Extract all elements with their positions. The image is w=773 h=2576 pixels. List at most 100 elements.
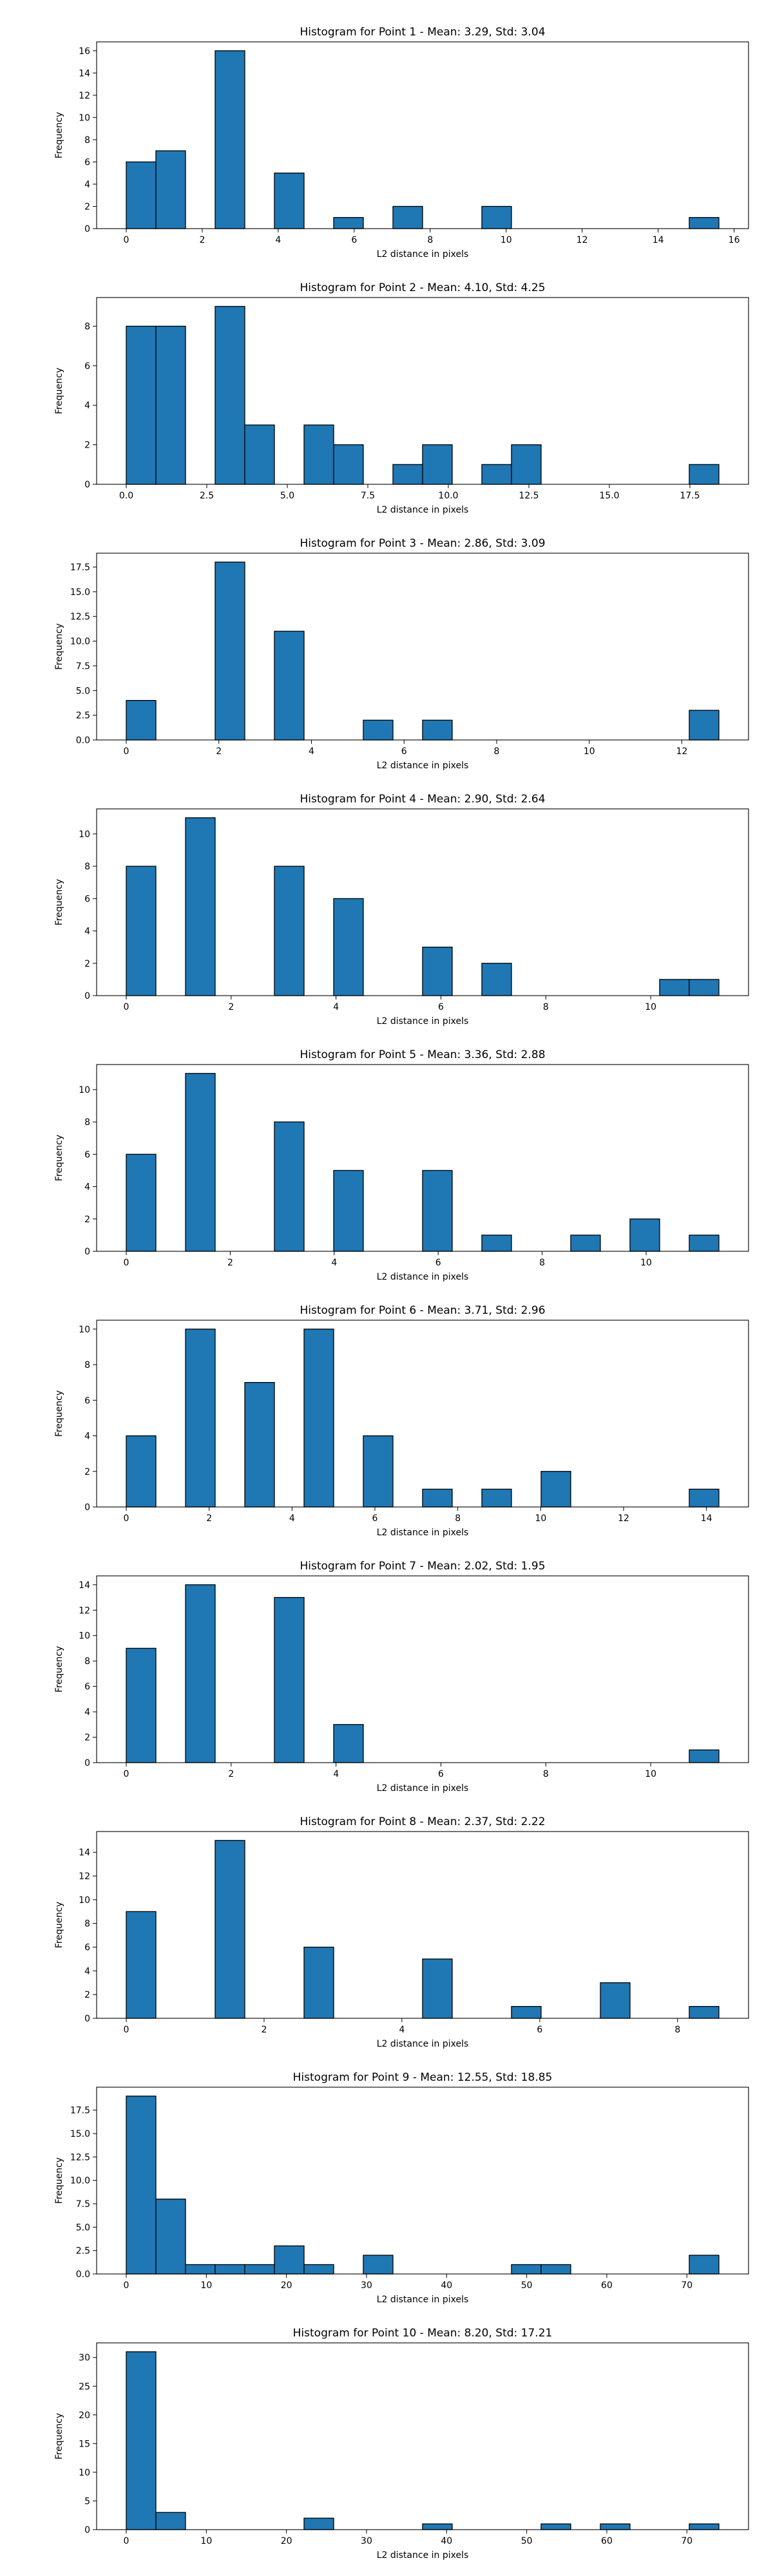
histogram-bar: [215, 2264, 245, 2275]
histogram-bar: [422, 1958, 453, 2019]
y-tick-label: 6: [84, 1943, 90, 1953]
histogram-bar: [363, 719, 394, 741]
x-tick-label: 8: [543, 1002, 549, 1012]
chart-title: Histogram for Point 2 - Mean: 4.10, Std:…: [300, 281, 545, 294]
axes-frame: [96, 2342, 749, 2530]
x-tick-label: 0: [124, 2025, 129, 2035]
y-tick-label: 0.0: [76, 735, 90, 746]
x-tick-label: 10: [645, 1769, 656, 1779]
x-tick-label: 14: [701, 1513, 712, 1524]
y-tick-label: 10.0: [70, 2176, 90, 2186]
histogram-bar: [126, 161, 157, 229]
x-tick-label: 2: [206, 1513, 212, 1524]
histogram-bar: [689, 979, 720, 996]
x-axis-label: L2 distance in pixels: [377, 2039, 469, 2049]
histogram-bar: [689, 710, 720, 741]
x-axis-label: L2 distance in pixels: [377, 1272, 469, 1282]
x-tick-label: 2: [261, 2025, 267, 2035]
x-axis-label: L2 distance in pixels: [377, 249, 469, 260]
histogram-bar: [659, 979, 690, 996]
histogram-bar: [422, 1488, 453, 1508]
x-tick-label: 15.0: [599, 491, 619, 501]
histogram-bar: [126, 2096, 157, 2275]
histogram-bar: [155, 2199, 186, 2275]
histogram-bar: [392, 205, 423, 229]
x-tick-label: 6: [351, 235, 357, 245]
histogram-bar: [333, 444, 364, 485]
y-tick-label: 10: [79, 1895, 90, 1906]
y-tick-label: 14: [79, 1580, 90, 1591]
histogram-bar: [333, 1170, 364, 1252]
y-tick-label: 4: [84, 1432, 90, 1442]
x-axis-label: L2 distance in pixels: [377, 1528, 469, 1538]
histogram-bar: [126, 866, 157, 996]
histogram-bar: [215, 50, 245, 229]
x-tick-label: 2.5: [200, 491, 214, 501]
histogram-panel-2: Histogram for Point 2 - Mean: 4.10, Std:…: [54, 281, 749, 515]
y-tick-label: 8: [84, 1656, 90, 1667]
x-tick-label: 12: [618, 1513, 629, 1524]
x-axis-label: L2 distance in pixels: [377, 761, 469, 771]
x-tick-label: 0: [124, 1258, 129, 1268]
x-tick-label: 0: [124, 1002, 129, 1012]
histogram-bar: [126, 1435, 157, 1508]
x-tick-label: 12: [676, 746, 688, 757]
chart-title: Histogram for Point 6 - Mean: 3.71, Std:…: [300, 1304, 545, 1317]
x-tick-label: 8: [674, 2025, 680, 2035]
y-axis-label: Frequency: [54, 2157, 64, 2204]
axes-frame: [96, 808, 749, 996]
chart-title: Histogram for Point 4 - Mean: 2.90, Std:…: [300, 793, 545, 806]
histogram-bar: [689, 2523, 720, 2530]
y-tick-label: 12: [79, 91, 90, 101]
x-tick-label: 4: [333, 1002, 339, 1012]
histogram-bar: [481, 1235, 512, 1252]
x-tick-label: 10.0: [438, 491, 458, 501]
histogram-bar: [511, 2005, 542, 2019]
y-tick-label: 8: [84, 321, 90, 332]
x-tick-label: 6: [372, 1513, 378, 1524]
histogram-bar: [422, 444, 453, 485]
y-tick-label: 2: [84, 1467, 90, 1477]
histogram-bar: [422, 1170, 453, 1252]
y-tick-label: 2: [84, 1733, 90, 1743]
y-tick-label: 6: [84, 1396, 90, 1406]
x-tick-label: 10: [200, 2280, 212, 2291]
y-tick-label: 20: [79, 2410, 90, 2421]
histogram-bar: [481, 1488, 512, 1508]
x-tick-label: 20: [281, 2280, 292, 2291]
x-tick-label: 40: [441, 2536, 452, 2546]
histogram-bar: [333, 898, 364, 996]
histogram-bar: [185, 817, 216, 996]
y-tick-label: 0: [84, 2525, 90, 2535]
histogram-panel-5: Histogram for Point 5 - Mean: 3.36, Std:…: [54, 1048, 749, 1282]
x-tick-label: 4: [399, 2025, 405, 2035]
histogram-bar: [215, 306, 245, 485]
x-tick-label: 0: [124, 2280, 129, 2291]
histogram-bar: [185, 1584, 216, 1763]
x-tick-label: 17.5: [680, 491, 700, 501]
histogram-bar: [363, 1435, 394, 1508]
x-axis-label: L2 distance in pixels: [377, 2295, 469, 2305]
x-tick-label: 10: [645, 1002, 656, 1012]
chart-title: Histogram for Point 8 - Mean: 2.37, Std:…: [300, 1815, 545, 1828]
histogram-bar: [215, 1840, 245, 2019]
histogram-bar: [689, 1488, 720, 1508]
y-tick-label: 6: [84, 157, 90, 167]
x-axis-label: L2 distance in pixels: [377, 1783, 469, 1794]
histogram-panel-7: Histogram for Point 7 - Mean: 2.02, Std:…: [54, 1560, 749, 1794]
y-tick-label: 17.5: [70, 2106, 90, 2116]
x-tick-label: 10: [584, 746, 595, 757]
histogram-bar: [274, 1121, 305, 1252]
y-tick-label: 12: [79, 1605, 90, 1616]
x-tick-label: 6: [435, 1258, 441, 1268]
y-tick-label: 10: [79, 1631, 90, 1642]
x-tick-label: 2: [199, 235, 205, 245]
histogram-bar: [540, 1471, 571, 1508]
axes-frame: [96, 1831, 749, 2019]
y-axis-label: Frequency: [54, 1902, 64, 1948]
y-tick-label: 8: [84, 1360, 90, 1370]
histogram-bar: [274, 866, 305, 996]
x-axis-label: L2 distance in pixels: [377, 505, 469, 515]
y-axis-label: Frequency: [54, 1646, 64, 1692]
